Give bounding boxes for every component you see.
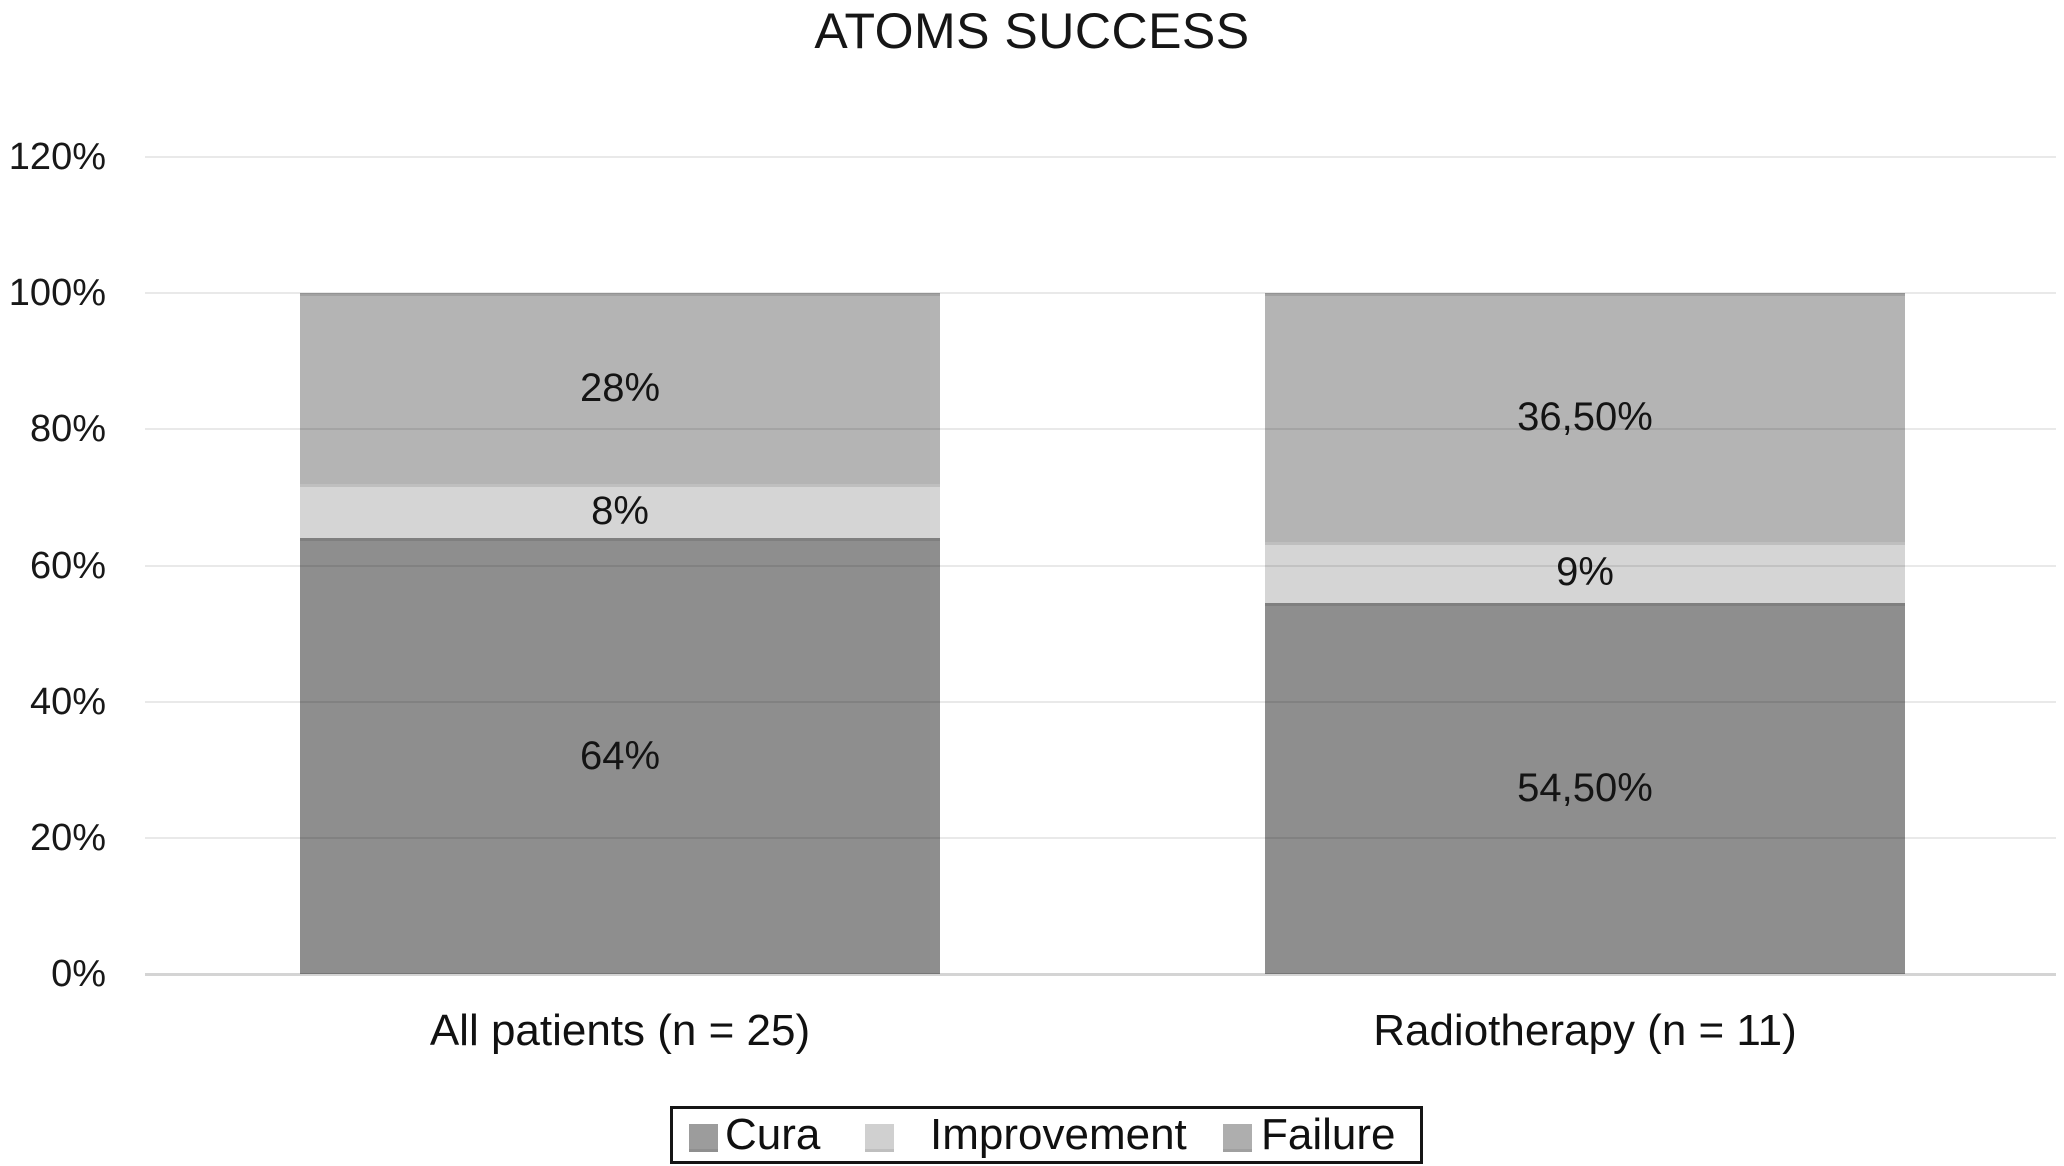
gridline-120% <box>145 156 2056 158</box>
gridline-60% <box>145 564 2056 567</box>
data-label-radiotherapy-n-11-failure: 36,50% <box>1517 395 1653 440</box>
gridline-80% <box>145 428 2056 431</box>
legend-label-improvement: Improvement <box>930 1110 1187 1159</box>
y-tick-label-100%: 100% <box>8 272 106 315</box>
bar-segment-all-patients-n-25-failure <box>300 293 940 484</box>
legend-label-failure: Failure <box>1261 1110 1396 1159</box>
legend-label-cura: Cura <box>725 1110 821 1159</box>
data-label-radiotherapy-n-11-improvement: 9% <box>1556 550 1614 595</box>
y-tick-label-40%: 40% <box>29 680 106 723</box>
legend-swatch-cura <box>689 1124 718 1152</box>
y-tick-label-0%: 0% <box>51 953 106 995</box>
category-label-all-patients-n-25: All patients (n = 25) <box>429 1006 811 1055</box>
gridline-0% <box>145 972 2056 976</box>
bar-segment-all-patients-n-25-improvement <box>300 483 940 539</box>
bar-segment-radiotherapy-n-11-failure <box>1265 293 1905 542</box>
legend-swatch-improvement <box>865 1124 894 1152</box>
y-tick-label-80%: 80% <box>29 408 106 451</box>
data-label-all-patients-n-25-failure: 28% <box>579 366 661 411</box>
chart-title: ATOMS SUCCESS <box>814 3 1250 59</box>
bar-segment-radiotherapy-n-11-cura <box>1265 602 1905 974</box>
gridline-40% <box>145 700 2056 703</box>
gridline-20% <box>145 836 2056 839</box>
y-tick-label-20%: 20% <box>29 816 106 859</box>
category-label-radiotherapy-n-11: Radiotherapy (n = 11) <box>1373 1006 1797 1055</box>
data-label-radiotherapy-n-11-cura: 54,50% <box>1517 766 1653 811</box>
data-label-all-patients-n-25-cura: 64% <box>579 734 661 779</box>
data-label-all-patients-n-25-improvement: 8% <box>591 489 649 534</box>
bar-segment-all-patients-n-25-cura <box>300 538 940 974</box>
legend-swatch-failure <box>1223 1124 1252 1152</box>
y-tick-label-60%: 60% <box>29 544 106 587</box>
legend: Cura Improvement Failure <box>670 1106 1423 1164</box>
gridline-100% <box>145 292 2056 295</box>
bar-segment-radiotherapy-n-11-improvement <box>1265 541 1905 603</box>
y-tick-label-120%: 120% <box>8 136 106 178</box>
